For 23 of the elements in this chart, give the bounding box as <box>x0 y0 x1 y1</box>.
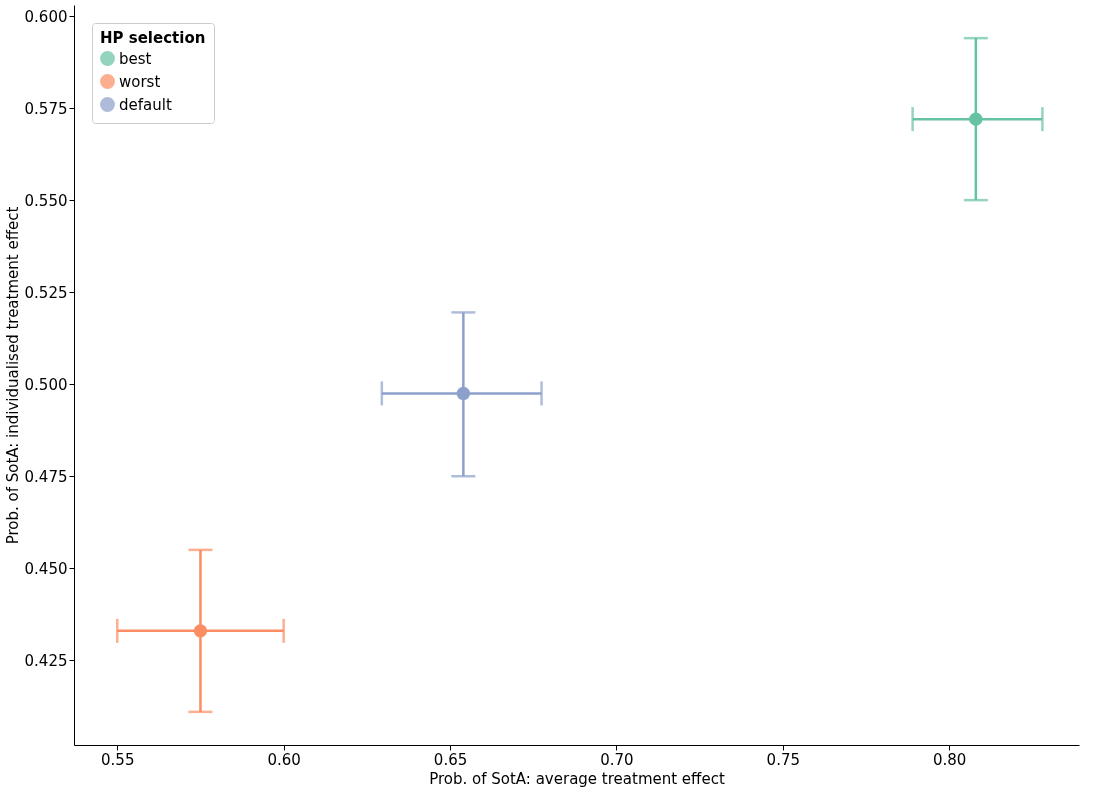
y-tick-label: 0.450 <box>24 559 68 578</box>
x-tick-label: 0.55 <box>101 750 135 769</box>
x-tick-label: 0.80 <box>933 750 967 769</box>
y-tick-label: 0.525 <box>24 283 68 302</box>
legend-label: default <box>119 95 172 114</box>
y-tick-label: 0.500 <box>24 375 68 394</box>
y-tick-label: 0.475 <box>24 467 68 486</box>
x-axis-title: Prob. of SotA: average treatment effect <box>429 769 725 788</box>
y-tick-label: 0.425 <box>24 651 68 670</box>
y-axis-title: Prob. of SotA: individualised treatment effect <box>3 206 22 545</box>
point <box>193 624 208 638</box>
point <box>969 112 983 126</box>
legend-title: HP selection <box>100 29 206 47</box>
x-tick-label: 0.60 <box>267 750 301 769</box>
x-tick-label: 0.65 <box>433 750 468 769</box>
y-tick-label: 0.550 <box>24 191 68 210</box>
x-tick-label: 0.75 <box>766 750 801 769</box>
point <box>456 386 471 401</box>
y-tick-label: 0.600 <box>24 7 68 26</box>
legend-label: best <box>119 49 152 68</box>
legend-label: worst <box>119 72 161 91</box>
y-tick-label: 0.575 <box>24 99 68 118</box>
x-tick-label: 0.70 <box>600 750 634 769</box>
